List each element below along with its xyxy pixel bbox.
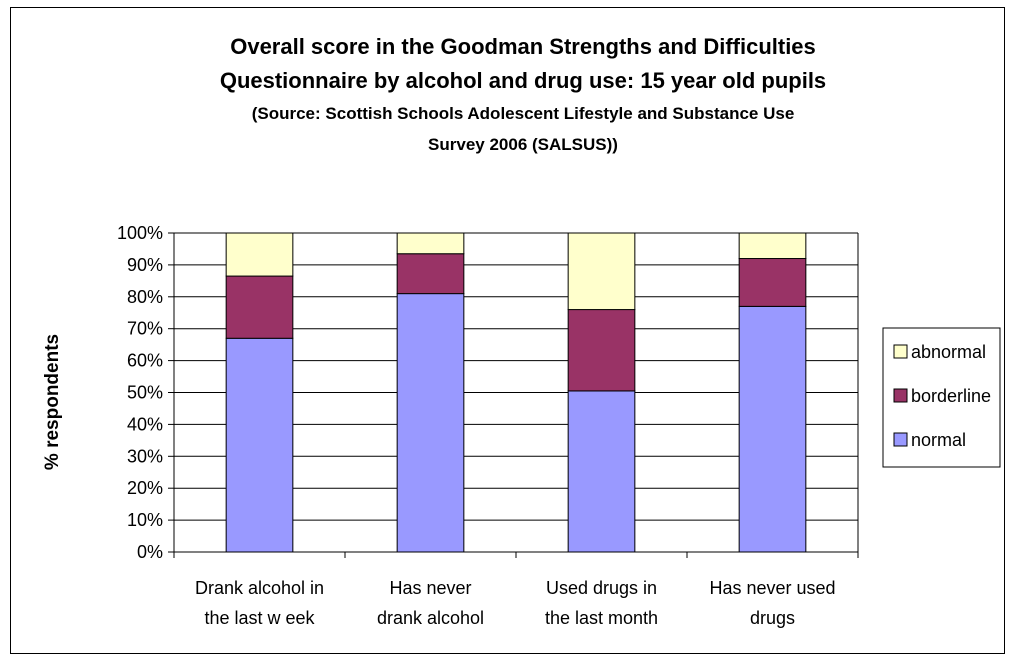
axes xyxy=(173,233,859,558)
legend-swatch-normal xyxy=(893,432,908,447)
y-tick-label: 40% xyxy=(127,414,163,434)
y-tick-label: 50% xyxy=(127,383,163,403)
legend-swatch-abnormal xyxy=(893,344,908,359)
subtitle-line-2: Survey 2006 (SALSUS)) xyxy=(428,135,618,154)
bar-segment-normal xyxy=(396,293,465,553)
bar-segment-abnormal xyxy=(225,232,294,277)
bar-segment-abnormal xyxy=(396,232,465,255)
bar-segment-borderline xyxy=(567,309,636,392)
chart-area: Overall score in the Goodman Strengths a… xyxy=(10,7,1005,654)
x-category-label: Drank alcohol in the last w eek xyxy=(195,578,324,628)
bar-segment-borderline xyxy=(738,258,807,307)
chart-title: Overall score in the Goodman Strengths a… xyxy=(220,34,826,154)
bar-segment-abnormal xyxy=(738,232,807,260)
y-tick-label: 60% xyxy=(127,351,163,371)
y-tick-label: 30% xyxy=(127,446,163,466)
bar-segment-normal xyxy=(225,337,294,553)
legend: abnormal borderline normal xyxy=(882,327,1001,468)
x-category-labels: Drank alcohol in the last w eek Has never d… xyxy=(195,578,836,628)
bar-segment-borderline xyxy=(396,253,465,295)
y-tick-label: 0% xyxy=(137,542,163,562)
x-category-label: Used drugs in the last month xyxy=(545,578,658,628)
subtitle-line-1: (Source: Scottish Schools Adolescent Lif… xyxy=(252,104,795,123)
title-line-2: Questionnaire by alcohol and drug use: 1… xyxy=(220,68,826,93)
y-tick-label: 100% xyxy=(117,223,163,243)
bars xyxy=(225,232,807,553)
y-tick-label: 90% xyxy=(127,255,163,275)
y-tick-label: 10% xyxy=(127,510,163,530)
bar-segment-abnormal xyxy=(567,232,636,311)
legend-label-abnormal: abnormal xyxy=(911,342,986,362)
stacked-bar-chart: Overall score in the Goodman Strengths a… xyxy=(42,34,1001,628)
legend-label-borderline: borderline xyxy=(911,386,991,406)
bar-segment-normal xyxy=(738,305,807,553)
legend-swatch-borderline xyxy=(893,388,908,403)
bar-segment-borderline xyxy=(225,275,294,339)
title-line-1: Overall score in the Goodman Strengths a… xyxy=(230,34,816,59)
legend-label-normal: normal xyxy=(911,430,966,450)
x-category-label: Has never used drugs xyxy=(709,578,835,628)
y-tick-labels: 0% 10% 20% 30% 40% 50% 60% 70% 80% 90% 100% xyxy=(117,223,163,562)
y-tick-label: 20% xyxy=(127,478,163,498)
y-tick-label: 80% xyxy=(127,287,163,307)
y-tick-label: 70% xyxy=(127,319,163,339)
y-axis-label: % respondents xyxy=(42,334,63,470)
x-category-label: Has never drank alcohol xyxy=(377,578,484,628)
bar-segment-normal xyxy=(567,390,636,553)
